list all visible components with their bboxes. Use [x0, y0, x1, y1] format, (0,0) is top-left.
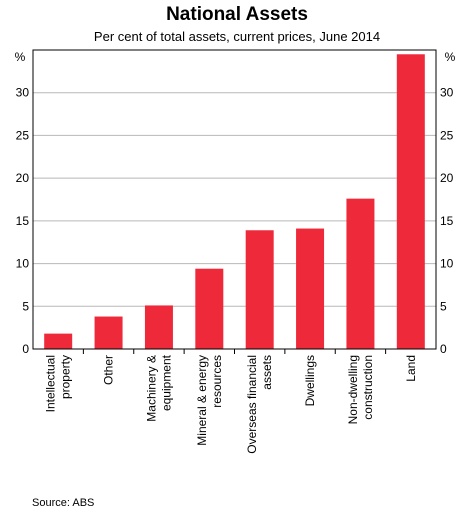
bar — [144, 305, 173, 349]
y-unit-right: % — [445, 50, 456, 64]
y-tick-label-left: 15 — [16, 214, 30, 228]
y-tick-label-left: 30 — [16, 86, 30, 100]
y-unit-left: % — [15, 50, 26, 64]
y-tick-label-left: 25 — [16, 128, 30, 142]
x-category-label: Non-dwellingconstruction — [346, 355, 375, 424]
plot-frame — [32, 49, 437, 350]
axis-ticks: 0 0 5 5 10 10 15 15 20 20 25 25 30 30 Intellectualprop… — [16, 86, 454, 454]
y-tick-label-right: 15 — [440, 214, 454, 228]
y-tick-label-right: 5 — [440, 299, 447, 313]
bar — [195, 268, 224, 349]
x-category-label: Other — [102, 355, 116, 385]
y-tick-label-right: 30 — [440, 86, 454, 100]
x-category-label: Mineral & energyresources — [195, 355, 224, 446]
chart-subtitle: Per cent of total assets, current prices… — [93, 29, 381, 44]
y-tick-label-right: 10 — [440, 257, 454, 271]
gridlines — [33, 92, 436, 307]
source-note: Source: ABS — [32, 497, 95, 509]
y-tick-label-left: 0 — [22, 342, 29, 356]
y-tick-label-left: 5 — [22, 299, 29, 313]
bars — [44, 54, 425, 350]
bar — [396, 54, 425, 350]
bar — [346, 198, 375, 349]
y-tick-label-right: 25 — [440, 128, 454, 142]
bar — [94, 316, 123, 349]
y-tick-label-right: 0 — [440, 342, 447, 356]
y-tick-label-left: 10 — [16, 257, 30, 271]
x-category-label: Land — [404, 355, 418, 382]
y-tick-label-right: 20 — [440, 171, 454, 185]
x-category-label: Machinery &equipment — [144, 354, 173, 421]
bar — [296, 228, 325, 349]
x-category-label: Intellectualproperty — [44, 355, 73, 412]
chart-title: National Assets — [166, 4, 308, 25]
bar — [245, 230, 274, 349]
bar — [44, 333, 73, 349]
x-category-label: Overseas financialassets — [245, 355, 274, 454]
x-category-label: Dwellings — [303, 355, 317, 406]
y-tick-label-left: 20 — [16, 171, 30, 185]
